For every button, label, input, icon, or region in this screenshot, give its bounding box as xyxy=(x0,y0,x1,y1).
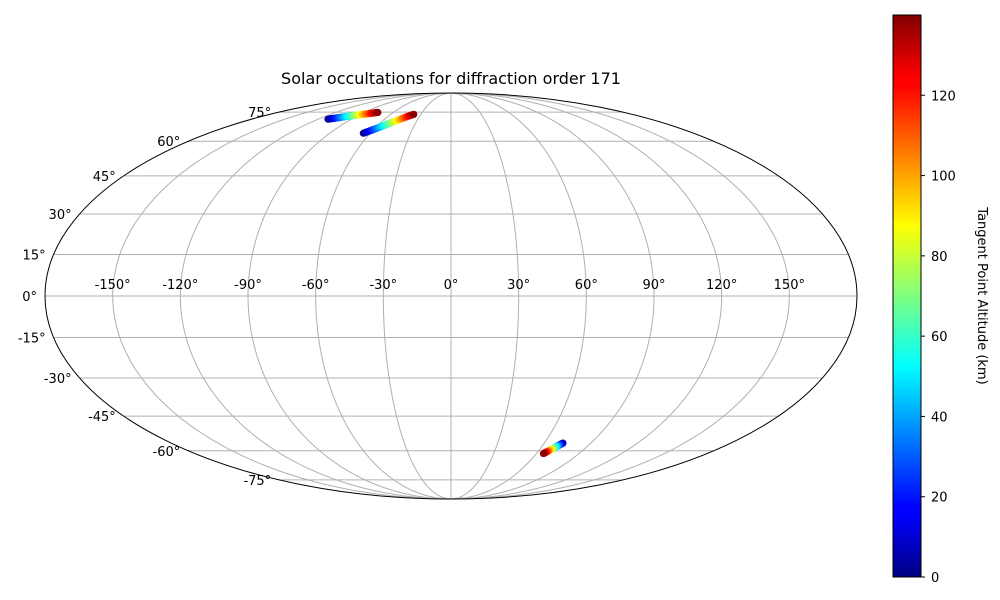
longitude-tick-label: 30° xyxy=(507,278,530,293)
colorbar-tick-label: 80 xyxy=(931,250,948,265)
colorbar-label: Tangent Point Altitude (km) xyxy=(974,206,989,384)
occultation-point xyxy=(374,108,382,117)
latitude-tick-label: -15° xyxy=(18,332,46,347)
latitude-tick-label: 0° xyxy=(22,290,37,305)
longitude-tick-label: -120° xyxy=(162,278,198,293)
longitude-tick-label: -90° xyxy=(234,278,262,293)
colorbar-ticks: 0 20 40 60 80 100 120 xyxy=(921,89,956,586)
latitude-tick-label: 30° xyxy=(49,208,72,223)
latitude-tick-label: -75° xyxy=(243,474,271,489)
colorbar-tick-label: 60 xyxy=(931,330,948,345)
occultation-points xyxy=(324,108,567,458)
occultation-point xyxy=(410,110,418,118)
latitude-tick-label: -45° xyxy=(88,410,116,425)
longitude-tick-label: -150° xyxy=(95,278,131,293)
meridian-gridline xyxy=(112,93,452,499)
latitude-tick-label: 15° xyxy=(23,248,46,263)
meridian-gridline xyxy=(315,93,452,499)
meridian-gridline xyxy=(247,93,452,499)
longitude-tick-label: -60° xyxy=(302,278,330,293)
meridian-gridline xyxy=(450,93,587,499)
map-outline xyxy=(44,92,858,500)
latitude-tick-label: -60° xyxy=(153,445,181,460)
latitude-tick-label: 45° xyxy=(93,170,116,185)
meridian-gridline xyxy=(450,93,790,499)
meridian-gridline xyxy=(179,93,452,499)
latitude-tick-labels: 75° 60° 45° 30° 15° 0° -15° -30° -45° -60° -75° xyxy=(18,106,271,489)
latitude-tick-label: 75° xyxy=(248,106,271,121)
chart-title: Solar occultations for diffraction order… xyxy=(281,69,621,88)
longitude-tick-label: 120° xyxy=(706,278,737,293)
longitude-tick-label: -30° xyxy=(369,278,397,293)
colorbar-tick-label: 120 xyxy=(931,89,956,104)
longitude-tick-label: 90° xyxy=(642,278,665,293)
longitude-tick-labels: -150° -120° -90° -60° -30° 0° 30° 60° 90° 120° 150… xyxy=(95,278,805,293)
meridian-gridline xyxy=(450,93,723,499)
longitude-tick-label: 60° xyxy=(575,278,598,293)
meridian-gridline xyxy=(450,93,655,499)
colorbar-tick-label: 100 xyxy=(931,170,956,185)
occultation-point xyxy=(539,449,548,458)
colorbar-tick-label: 0 xyxy=(931,571,939,586)
latitude-tick-label: 60° xyxy=(157,135,180,150)
map-grid xyxy=(45,93,857,499)
colorbar-tick-label: 20 xyxy=(931,491,948,506)
longitude-tick-label: 150° xyxy=(774,278,805,293)
meridian-gridline xyxy=(450,93,520,499)
colorbar xyxy=(892,14,922,578)
colorbar-tick-label: 40 xyxy=(931,410,948,425)
meridian-gridline xyxy=(382,93,452,499)
longitude-tick-label: 0° xyxy=(444,278,459,293)
latitude-tick-label: -30° xyxy=(44,372,72,387)
